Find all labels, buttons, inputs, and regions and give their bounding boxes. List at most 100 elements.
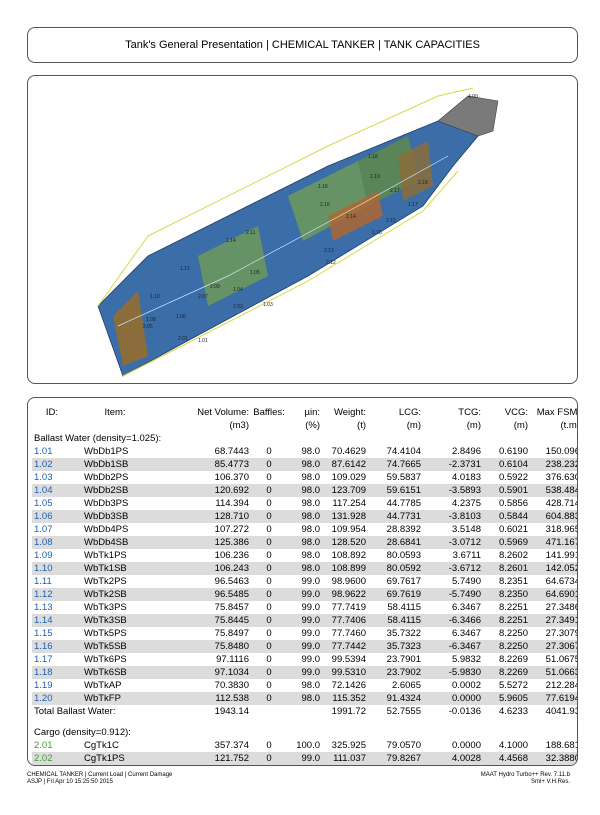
cell: 120.692	[158, 484, 251, 497]
cell: 8.2602	[498, 550, 528, 561]
tank-label: 1.17	[408, 202, 418, 208]
tank-row: 1.01 WbDb1PS 68.7443 0 98.0 70.4629 74.4104 2.8…	[32, 445, 578, 458]
cell: 5.9605	[483, 692, 530, 705]
cell: 32.3880	[530, 752, 577, 765]
tank-row: 1.02 WbDb1SB 85.4773 0 98.0 87.6142 74.7665 -2.…	[32, 458, 577, 471]
footer-text: ASJP | Fri Apr 10 15:25:50 2015	[27, 779, 113, 785]
tank-id: 1.11	[34, 576, 52, 587]
tank-id: 1.15	[34, 628, 53, 639]
cell: 0	[266, 628, 272, 639]
cell: 604.883	[530, 510, 577, 523]
cell: 109.954	[331, 524, 366, 535]
tank-row: 1.16 WbTk5SB 75.8480 0 99.0 77.7442 35.7323 -6.…	[32, 640, 577, 653]
cell: CgTk1C	[84, 740, 119, 751]
tank-id: 1.18	[32, 666, 72, 679]
total-row: Total Ballast Water: 1943.14 1991.72 52.755…	[32, 705, 577, 718]
footer-left: CHEMICAL TANKER | Current Load | Current…	[27, 772, 172, 786]
tank-block	[198, 226, 268, 306]
tank-label: 1.04	[233, 287, 243, 293]
cell: WbDb1PS	[84, 446, 129, 457]
cell: 4.6233	[498, 706, 528, 717]
tank-label: 2.19	[370, 174, 380, 180]
cell: 0.5844	[483, 510, 530, 523]
cell: 99.0	[287, 666, 322, 679]
cell: 74.4104	[386, 446, 421, 457]
cell: 23.7902	[368, 666, 423, 679]
header-row: ID: Item: Net Volume: Baffles: µin: Weight: LC…	[32, 406, 577, 419]
tank-block	[398, 141, 433, 201]
cell: 8.2251	[498, 602, 528, 613]
tank-label: 2.14	[346, 214, 356, 220]
tank-id: 1.04	[32, 484, 72, 497]
cell: 100.0	[296, 740, 320, 751]
tank-id: 1.03	[34, 472, 53, 483]
cell: 123.709	[322, 484, 368, 497]
tank-row: 1.14 WbTk3SB 75.8445 0 99.0 77.7406 58.4115 -6.…	[32, 614, 577, 627]
cell: 75.8497	[214, 628, 249, 639]
cell: -3.0712	[423, 536, 483, 549]
cell: -2.3731	[423, 458, 483, 471]
cell: 0	[251, 588, 287, 601]
tank-label: 2.01	[178, 336, 188, 342]
cell: WbTk1SB	[72, 562, 158, 575]
column-header: Item:	[104, 407, 126, 418]
cell: 150.096	[545, 446, 578, 457]
cell: 471.167	[530, 536, 577, 549]
cell: WbDb2SB	[72, 484, 158, 497]
cell: 4.2375	[451, 498, 481, 509]
cell: 0	[251, 692, 287, 705]
cell: 0	[251, 666, 287, 679]
cell: 0	[266, 576, 272, 587]
cell: 79.8267	[368, 752, 423, 765]
cell: WbTk2SB	[72, 588, 158, 601]
tank-label: 1.14	[226, 238, 236, 244]
cell: 98.0	[301, 524, 321, 535]
tank-table: ID: Item: Net Volume: Baffles: µin: Weight: LC…	[32, 406, 578, 765]
cell: 325.925	[331, 740, 366, 751]
tank-row: 1.13 WbTk3PS 75.8457 0 99.0 77.7419 58.4115 6.3…	[32, 601, 578, 614]
cell: 99.5394	[331, 654, 366, 665]
cell: -5.9830	[423, 666, 483, 679]
cell: 8.2251	[483, 614, 530, 627]
cell: WbTk6SB	[72, 666, 158, 679]
column-header: Baffles:	[253, 407, 285, 418]
tank-row: 1.15 WbTk5PS 75.8497 0 99.0 77.7460 35.7322 6.3…	[32, 627, 578, 640]
cell: -0.0136	[448, 706, 481, 717]
cell: 99.0	[301, 628, 321, 639]
cell: 0	[251, 536, 287, 549]
cell: 27.3486	[545, 602, 578, 613]
tank-row: 1.03 WbDb2PS 106.370 0 98.0 109.029 59.5837 4.0…	[32, 471, 577, 484]
deckhouse	[437, 95, 499, 137]
cell: 27.3491	[530, 614, 577, 627]
cell: 4.0028	[423, 752, 483, 765]
tank-id: 1.19	[34, 680, 53, 691]
cell	[251, 705, 287, 718]
tank-row: 1.08 WbDb4SB 125.386 0 98.0 128.520 28.6841 -3.…	[32, 536, 577, 549]
cell: 318.965	[545, 524, 578, 535]
tank-row: 1.04 WbDb2SB 120.692 0 98.0 123.709 59.6151 -3.…	[32, 484, 577, 497]
cell: -5.7490	[423, 588, 483, 601]
unit-cell: (t)	[357, 420, 366, 431]
tank-label: 1.18	[368, 154, 378, 160]
cell: 77.7419	[331, 602, 366, 613]
cell: 0	[266, 472, 272, 483]
tank-id: 2.01	[34, 740, 53, 751]
header-title: Tank's General Presentation | CHEMICAL T…	[125, 39, 480, 51]
cell: 75.8457	[214, 602, 249, 613]
cell: WbDb1SB	[72, 458, 158, 471]
cell: 64.6734	[545, 576, 578, 587]
cell: 28.6841	[368, 536, 423, 549]
cell: 98.0	[287, 692, 322, 705]
cell: 0.6104	[483, 458, 530, 471]
cell: 0.6190	[498, 446, 528, 457]
cell: 5.5272	[498, 680, 528, 691]
tank-id: 1.10	[32, 562, 72, 575]
tank-label: 2.17	[390, 188, 400, 194]
tank-label: 1.08	[146, 317, 156, 323]
cell: 27.3079	[545, 628, 578, 639]
cell: 28.8392	[386, 524, 421, 535]
cell: CgTk1PS	[72, 752, 158, 765]
cell: 0	[251, 484, 287, 497]
tank-id: 1.16	[32, 640, 72, 653]
cell: 107.272	[214, 524, 249, 535]
